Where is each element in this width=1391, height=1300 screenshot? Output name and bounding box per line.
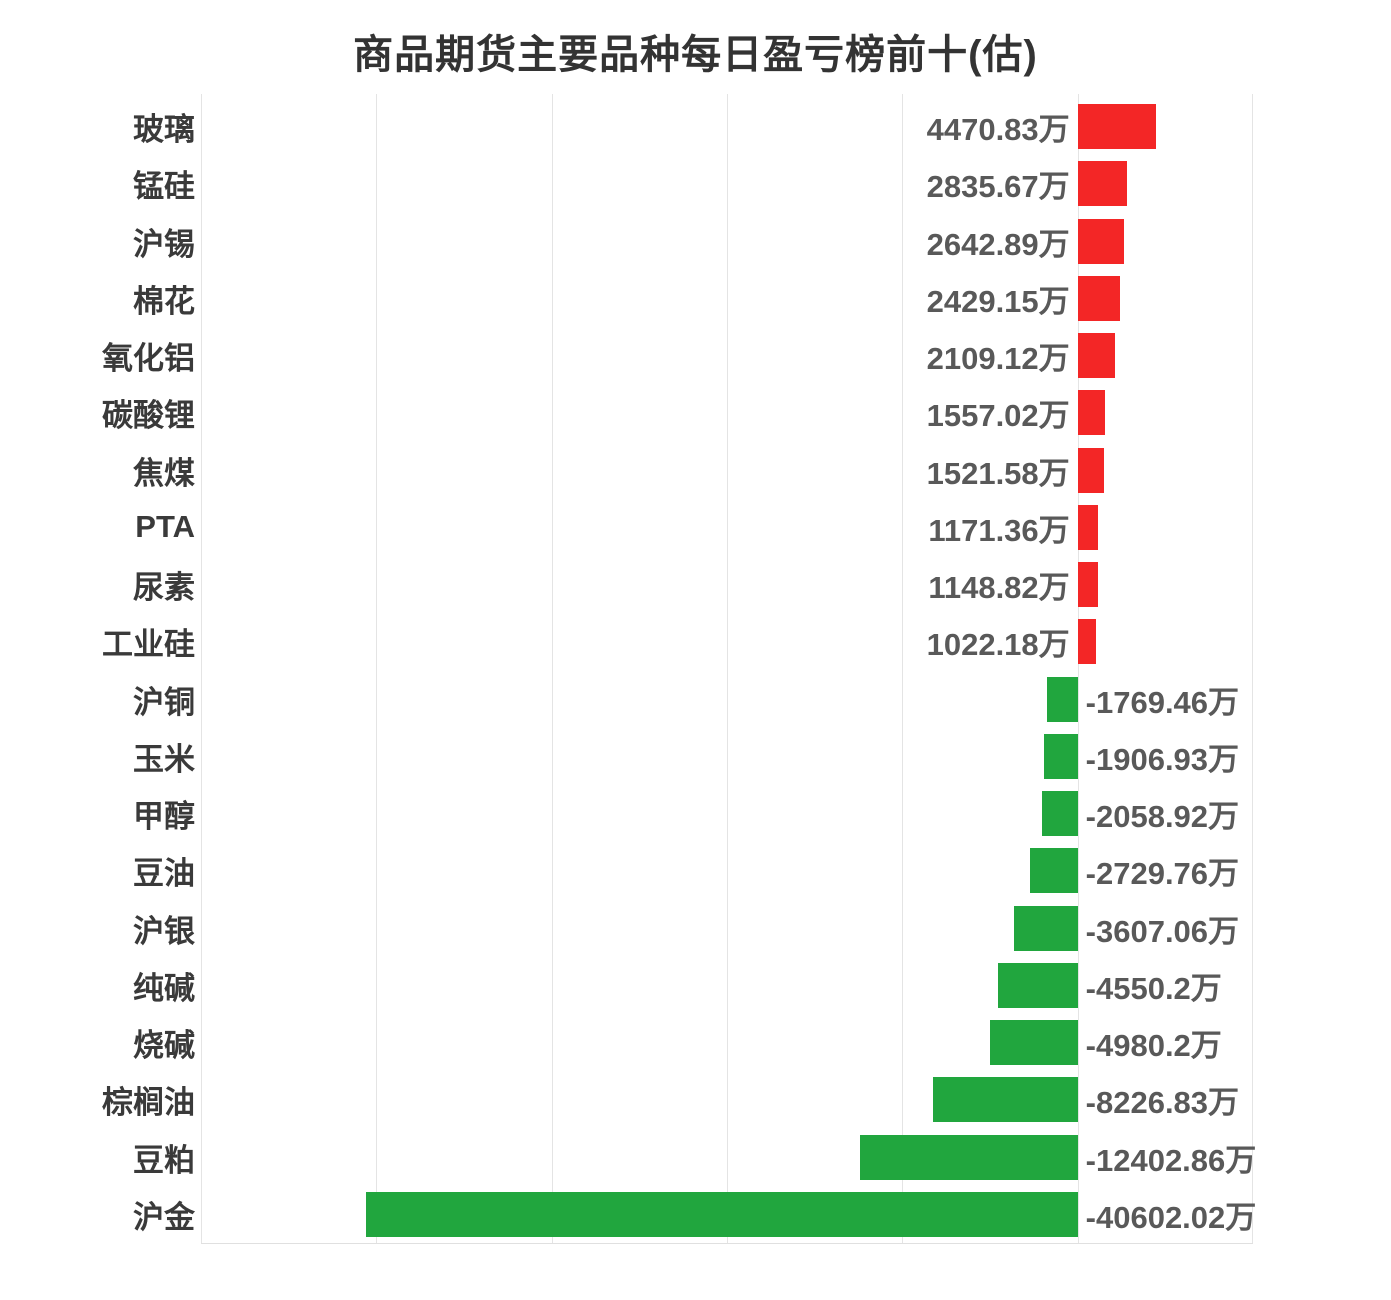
gridline [552,94,553,1243]
chart-title: 商品期货主要品种每日盈亏榜前十(估) [353,33,1038,77]
category-label: 沪金 [133,1199,195,1235]
value-label: -8226.83万 [1085,1085,1240,1121]
value-label: 2109.12万 [926,341,1070,377]
category-label: 尿素 [133,570,195,606]
bar-negative [1029,848,1078,894]
category-label: 烧碱 [133,1028,195,1064]
category-label: 碳酸锂 [102,398,195,434]
category-label: 豆粕 [133,1142,195,1178]
gridline [201,94,202,1243]
value-label: 2642.89万 [926,226,1070,262]
value-label: -2058.92万 [1085,799,1240,835]
category-axis: 玻璃锰硅沪锡棉花氧化铝碳酸锂焦煤 PTA 尿素工业硅沪铜玉米甲醇豆油沪银纯碱烧碱棕榈… [0,98,195,1243]
value-label: -1906.93万 [1085,741,1240,777]
bar-negative [990,1020,1078,1066]
value-label: -1769.46万 [1085,684,1240,720]
value-label: 2429.15万 [926,283,1070,319]
gridline [1252,94,1253,1243]
bar-negative [997,962,1078,1008]
value-label: 1557.02万 [926,398,1070,434]
value-label: 1148.82万 [928,570,1070,606]
value-label: 1022.18万 [926,627,1070,663]
value-label: -12402.86万 [1085,1142,1257,1178]
category-label: 玻璃 [133,112,195,148]
bar-negative [933,1077,1078,1123]
bar-positive [1077,275,1121,321]
category-label: 沪锡 [133,226,195,262]
bar-negative [1014,905,1078,951]
gridline [902,94,903,1243]
bar-positive [1077,333,1115,379]
category-label: 玉米 [133,741,195,777]
bar-positive [1077,562,1098,608]
category-label: 甲醇 [133,799,195,835]
category-label: 纯碱 [133,970,195,1006]
value-label: -40602.02万 [1085,1199,1257,1235]
category-label: 焦煤 [133,455,195,491]
value-label: 2835.67万 [926,169,1070,205]
value-label: -3607.06万 [1085,913,1240,949]
plot-area: 4470.83万 2835.67万 2642.89万 2429.15万 2109.12万… [201,94,1256,1244]
bar-negative [1046,676,1078,722]
bar-negative [1044,733,1078,779]
gridline [376,94,377,1243]
category-label: 沪银 [133,913,195,949]
bar-positive [1077,390,1105,436]
bar-negative [365,1191,1078,1237]
value-label: 1171.36万 [928,512,1070,548]
bar-positive [1077,504,1099,550]
category-label: 棉花 [133,283,195,319]
category-label: 棕榈油 [102,1085,195,1121]
bar-positive [1077,218,1124,264]
category-label: 锰硅 [133,169,195,205]
category-label: 工业硅 [102,627,195,663]
category-label: PTA [135,509,195,545]
bar-positive [1077,619,1096,665]
category-label: 沪铜 [133,684,195,720]
category-label: 豆油 [133,856,195,892]
value-label: 1521.58万 [926,455,1070,491]
category-label: 氧化铝 [102,341,195,377]
value-label: 4470.83万 [926,112,1070,148]
gridline [1078,94,1079,1243]
bar-positive [1077,161,1128,207]
bar-positive [1077,447,1105,493]
value-label: -4980.2万 [1085,1028,1222,1064]
bar-negative [1041,791,1078,837]
value-label: -2729.76万 [1085,856,1240,892]
chart-area: 玻璃锰硅沪锡棉花氧化铝碳酸锂焦煤 PTA 尿素工业硅沪铜玉米甲醇豆油沪银纯碱烧碱棕榈… [0,94,1391,1244]
gridline [727,94,728,1243]
bar-positive [1077,104,1157,150]
value-label: -4550.2万 [1085,970,1222,1006]
bar-negative [860,1134,1078,1180]
